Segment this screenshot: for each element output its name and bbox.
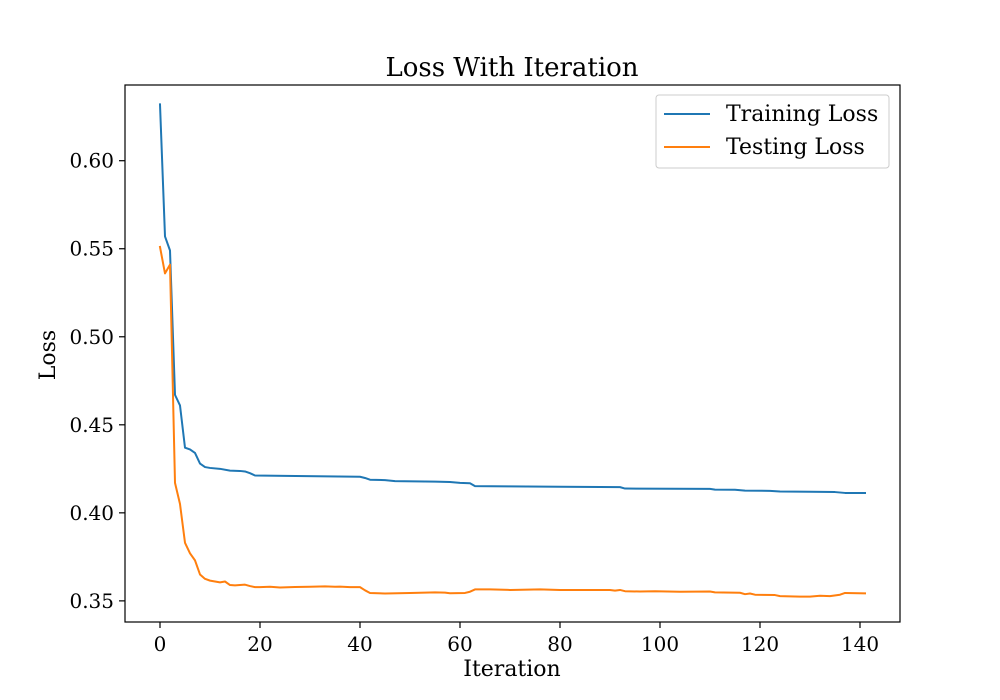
y-tick-label: 0.50 <box>69 325 114 349</box>
series-line-training-loss <box>158 103 866 494</box>
series-line-testing-loss <box>158 245 867 598</box>
y-tick-label: 0.45 <box>69 413 114 437</box>
legend-box <box>655 94 890 169</box>
x-tick-label: 120 <box>741 632 779 656</box>
y-tick-label: 0.35 <box>69 589 114 613</box>
x-axis-label: Iteration <box>463 657 560 682</box>
x-tick-label: 0 <box>154 632 167 656</box>
x-tick-label: 140 <box>841 632 879 656</box>
plot-area: 0 20 40 60 80 100 120 140 0.35 0.40 0.45 0.50 0.55 0.… <box>69 84 901 656</box>
legend: Training Loss Testing Loss <box>655 94 890 169</box>
x-tick-label: 80 <box>547 632 572 656</box>
x-tick-label: 20 <box>247 632 272 656</box>
legend-label-training-loss: Training Loss <box>726 102 878 127</box>
y-tick-label: 0.60 <box>69 149 114 173</box>
chart-title: Loss With Iteration <box>385 53 638 83</box>
legend-label-testing-loss: Testing Loss <box>726 135 865 160</box>
y-tick-label: 0.40 <box>69 501 114 525</box>
axes-frame <box>124 84 901 623</box>
x-tick-label: 60 <box>447 632 472 656</box>
x-tick-label: 40 <box>347 632 372 656</box>
y-axis-label: Loss <box>36 330 61 380</box>
x-tick-label: 100 <box>641 632 679 656</box>
y-tick-label: 0.55 <box>69 237 114 261</box>
